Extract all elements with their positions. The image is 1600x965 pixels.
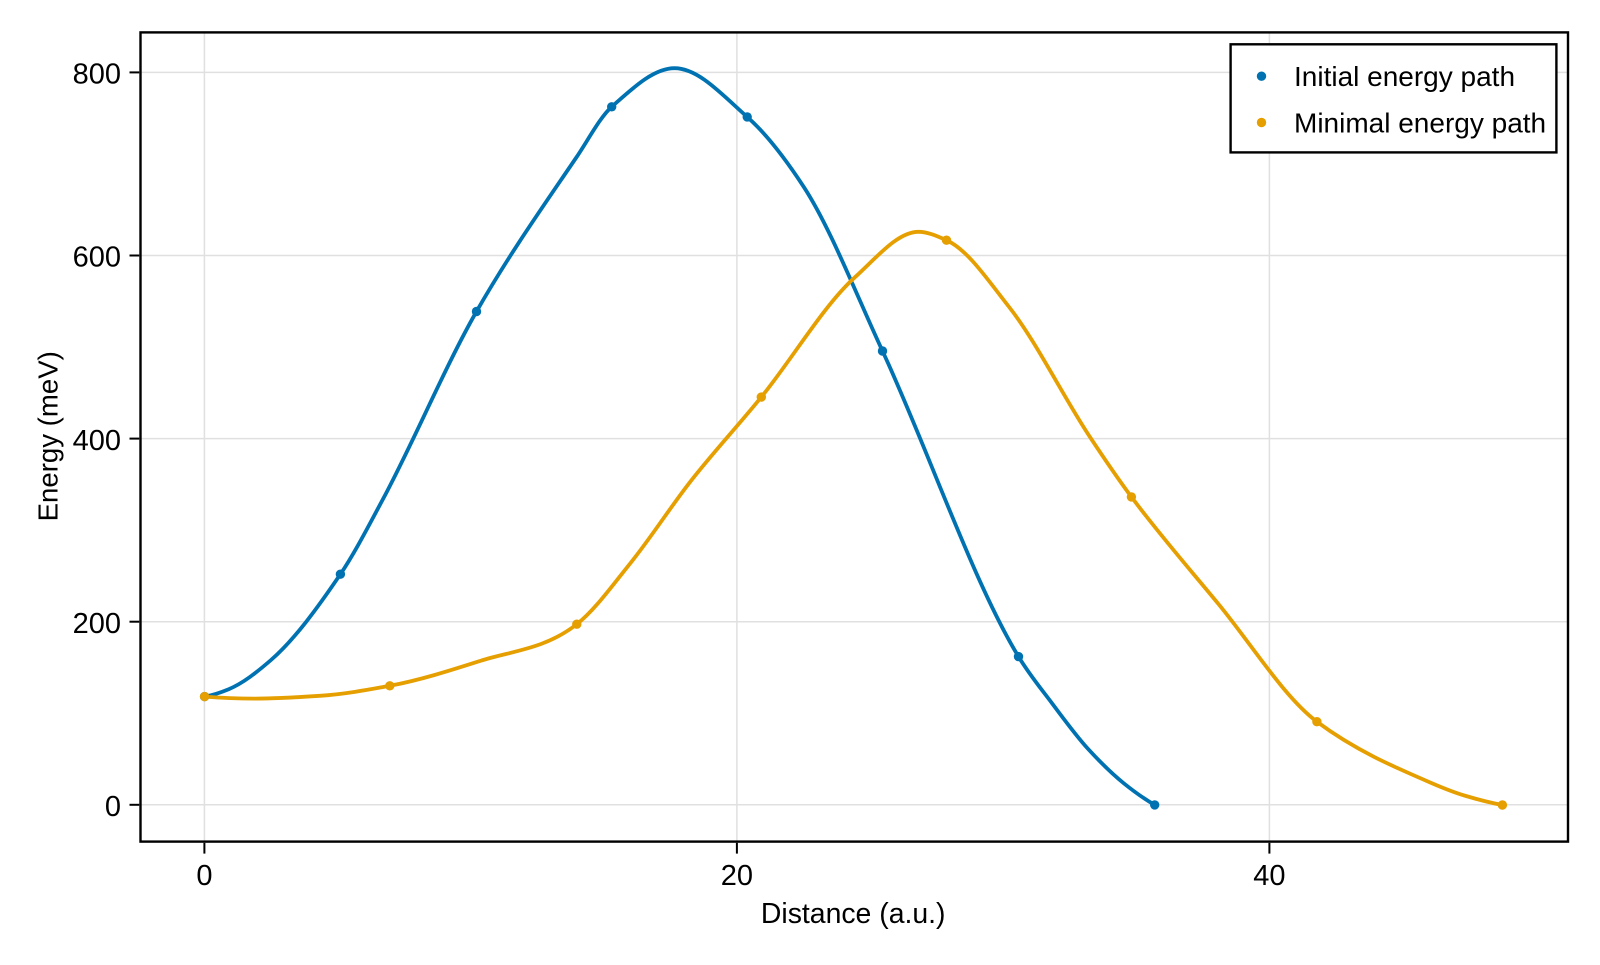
svg-text:Energy (meV): Energy (meV): [32, 351, 63, 521]
svg-text:200: 200: [73, 608, 121, 640]
svg-text:800: 800: [73, 59, 121, 91]
svg-text:Initial energy path: Initial energy path: [1294, 61, 1515, 92]
svg-text:0: 0: [105, 791, 121, 823]
svg-text:400: 400: [73, 425, 121, 457]
svg-text:40: 40: [1253, 860, 1285, 892]
svg-text:0: 0: [196, 860, 212, 892]
svg-text:20: 20: [721, 860, 753, 892]
svg-text:Distance (a.u.): Distance (a.u.): [761, 898, 946, 930]
svg-text:600: 600: [73, 242, 121, 274]
svg-text:Minimal energy path: Minimal energy path: [1294, 107, 1546, 138]
